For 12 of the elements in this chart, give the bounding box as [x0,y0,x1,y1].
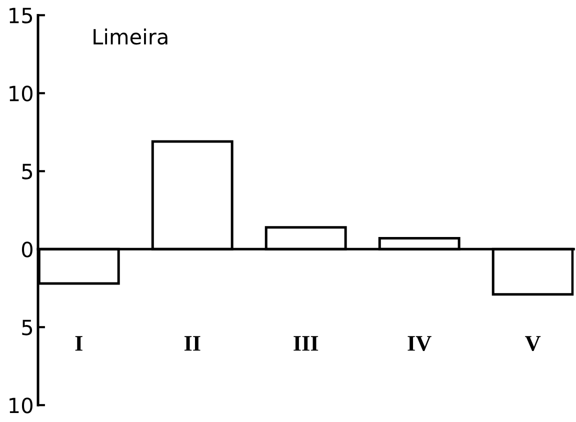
y-tick-label: 5 [22,320,32,336]
y-tick-label: 15 [10,8,32,24]
y-tick-label: 10 [10,398,32,414]
text: Limeira [94,28,168,45]
y-tick-label: 10 [10,86,32,102]
y-tick-label: 5 [22,164,32,180]
x-tick-label: II [184,336,200,351]
x-tick-label: I [75,336,82,351]
x-tick-label: IV [408,336,432,352]
y-tick-label: 0 [22,242,32,258]
x-tick-label: V [525,336,541,352]
x-tick-label: III [294,336,318,351]
